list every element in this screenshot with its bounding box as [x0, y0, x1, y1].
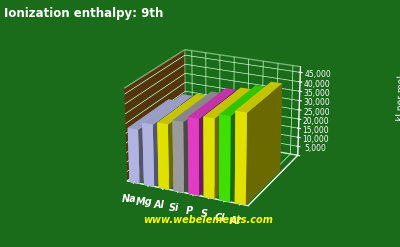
Text: Ionization enthalpy: 9th: Ionization enthalpy: 9th: [4, 7, 163, 21]
Text: www.webelements.com: www.webelements.com: [143, 215, 273, 225]
